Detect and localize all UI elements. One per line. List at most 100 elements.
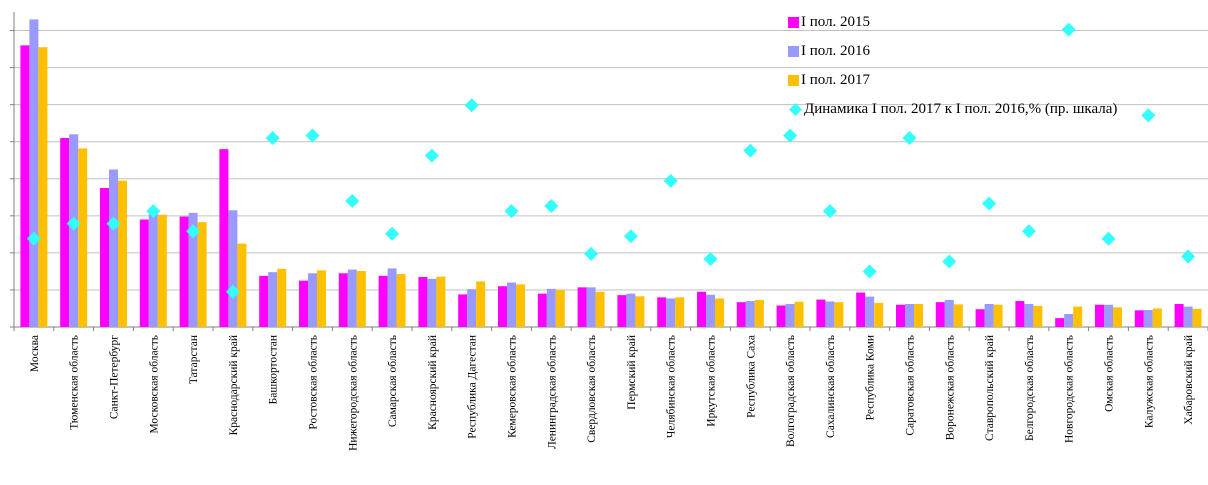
category-label: Ставропольский край — [984, 335, 996, 441]
category-label: Новгородская область — [1064, 335, 1076, 443]
bar — [794, 301, 804, 327]
legend-label-dynamics: Динамика I пол. 2017 к I пол. 2016,% (пр… — [804, 101, 1118, 117]
bar — [1104, 304, 1113, 327]
bar — [736, 302, 746, 327]
bar — [109, 169, 118, 327]
axes — [10, 12, 1208, 331]
legend-swatch-2015 — [788, 17, 799, 28]
bar — [20, 45, 30, 328]
bar — [268, 272, 278, 327]
bar — [816, 299, 826, 327]
bar — [498, 286, 507, 327]
dynamics-marker — [663, 173, 678, 188]
dynamics-marker — [106, 216, 121, 231]
bar — [378, 275, 388, 327]
category-label: Омская область — [1104, 335, 1116, 412]
legend-label-2015: I пол. 2015 — [801, 14, 871, 30]
bar — [626, 293, 636, 327]
legend-swatch-2016 — [788, 46, 799, 57]
bar — [697, 291, 706, 327]
category-label: Республика Коми — [865, 335, 877, 420]
bar — [436, 276, 446, 327]
category-label: Нижегородская область — [347, 335, 359, 451]
category-label: Сахалинская область — [825, 335, 837, 438]
dynamics-marker — [385, 226, 400, 241]
legend-label-2017: I пол. 2017 — [801, 72, 871, 88]
dynamics-marker — [623, 229, 638, 244]
bar — [874, 302, 884, 327]
bar — [387, 268, 397, 327]
bar — [317, 270, 326, 327]
bar — [745, 301, 755, 327]
bar — [100, 188, 109, 327]
legend-item-2017: I пол. 2017 — [788, 66, 1208, 95]
bar — [1134, 310, 1144, 327]
bar — [993, 304, 1003, 327]
bar — [914, 304, 923, 327]
bar — [308, 273, 317, 327]
bar — [935, 302, 945, 327]
dynamics-marker — [305, 128, 320, 143]
bar — [38, 47, 48, 328]
bar — [776, 305, 786, 327]
bar — [706, 294, 715, 327]
dynamics-marker — [584, 246, 599, 261]
gridlines — [14, 30, 1208, 328]
category-label: Ростовская область — [308, 335, 320, 430]
bar — [537, 293, 547, 327]
dynamics-marker — [703, 251, 718, 266]
category-label: Ленинградская область — [546, 335, 558, 449]
bar — [60, 138, 70, 327]
dynamics-marker — [783, 128, 798, 143]
dynamics-marker — [1021, 224, 1036, 239]
bar — [546, 288, 556, 327]
bar — [577, 287, 587, 327]
category-labels: Москва Тюменская область Санкт-Петербург Мо… — [29, 335, 1195, 451]
category-label: Белгородская область — [1024, 335, 1036, 441]
bar — [595, 291, 605, 327]
bar — [458, 294, 468, 327]
legend-swatch-2017 — [788, 75, 799, 86]
bar — [1183, 306, 1193, 327]
category-label: Республика Дагестан — [467, 335, 479, 439]
bar — [975, 309, 985, 327]
legend-item-2015: I пол. 2015 — [788, 8, 1208, 37]
bar — [418, 276, 428, 327]
category-label: Москва — [29, 335, 41, 372]
dynamics-marker — [862, 264, 877, 279]
category-label: Иркутская область — [706, 335, 718, 427]
bar — [338, 273, 348, 327]
bar — [1174, 304, 1184, 327]
category-label: Челябинская область — [666, 335, 678, 438]
bar — [715, 298, 724, 327]
category-label: Татарстан — [188, 335, 200, 384]
bar — [1073, 306, 1083, 327]
bar — [228, 210, 238, 327]
bar — [219, 149, 229, 327]
dynamics-marker — [1061, 22, 1076, 37]
bar — [179, 216, 189, 327]
dynamics-marker — [186, 224, 201, 239]
category-label: Воронежская область — [944, 335, 956, 440]
legend-item-2016: I пол. 2016 — [788, 37, 1208, 66]
legend-label-2016: I пол. 2016 — [801, 43, 871, 59]
dynamics-marker — [464, 98, 479, 113]
legend-item-dynamics: Динамика I пол. 2017 к I пол. 2016,% (пр… — [788, 95, 1208, 124]
bar — [347, 269, 357, 327]
bar — [476, 281, 486, 327]
dynamics-marker — [544, 199, 559, 214]
category-label: Волгоградская область — [785, 335, 797, 447]
bar — [157, 214, 167, 327]
dynamics-marker — [1101, 231, 1116, 246]
bar — [1113, 307, 1122, 327]
bar — [29, 19, 39, 327]
dynamics-marker — [1141, 108, 1156, 123]
bar — [467, 289, 477, 327]
bar — [197, 222, 207, 327]
dynamics-marker — [982, 196, 997, 211]
dynamics-marker — [66, 216, 81, 231]
bar — [1015, 301, 1025, 327]
category-label: Самарская область — [387, 335, 399, 427]
dynamics-marker — [424, 148, 439, 163]
